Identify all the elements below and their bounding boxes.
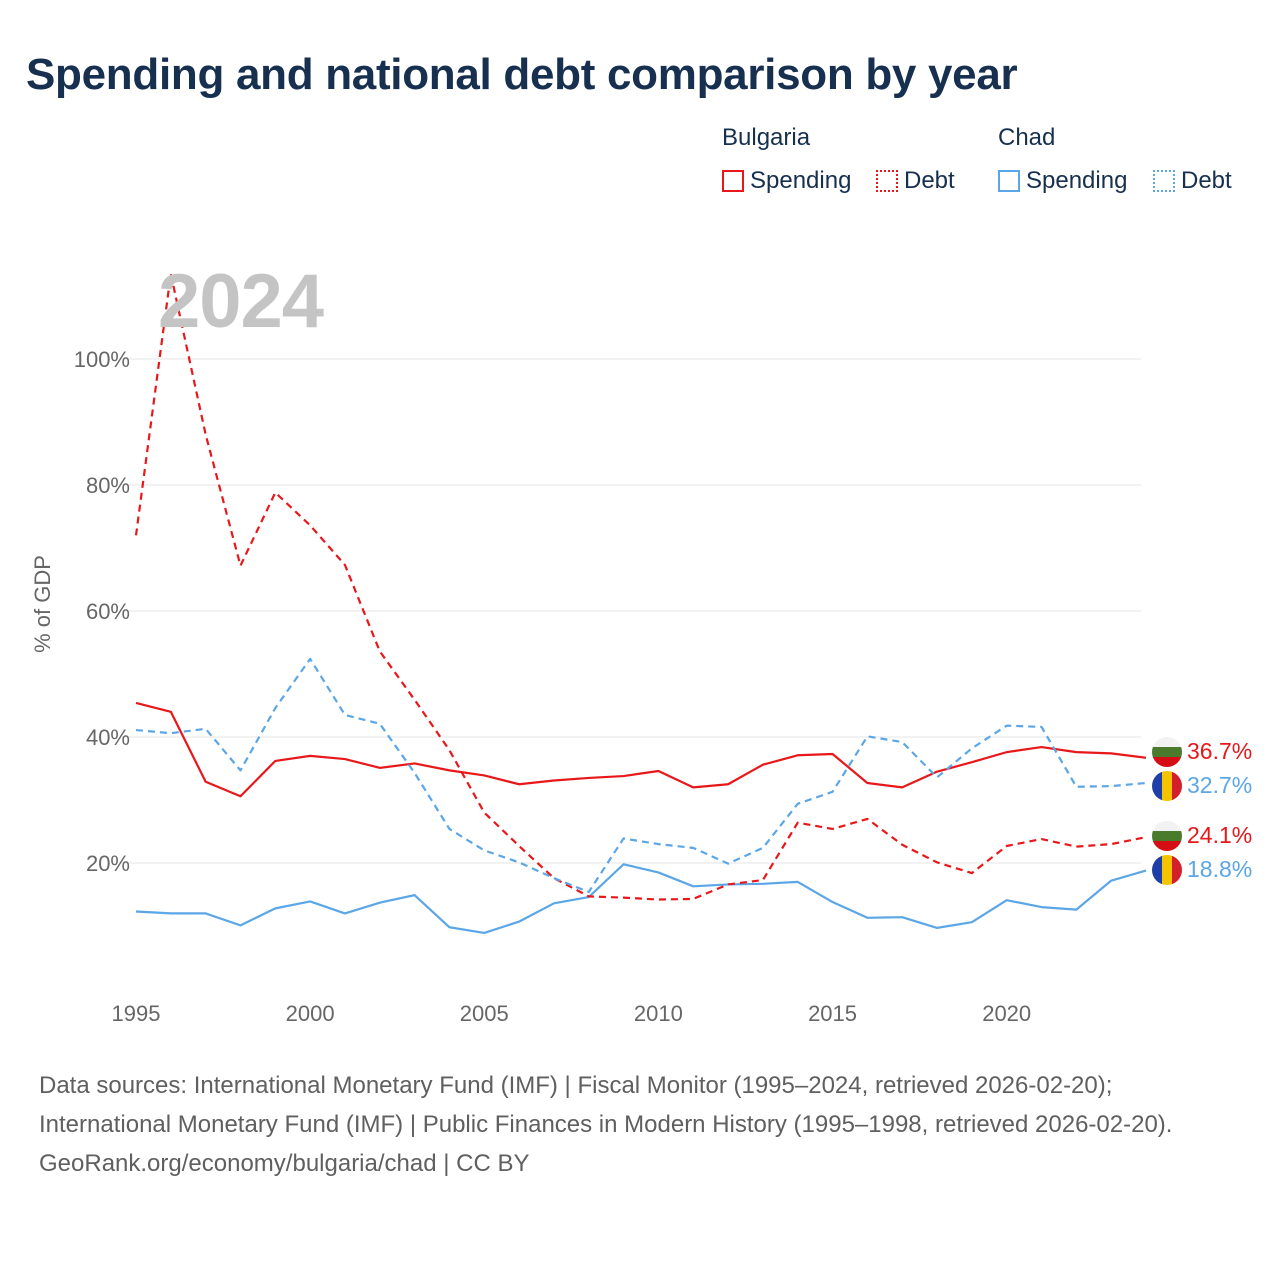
x-tick-label: 2005 [460,1001,509,1026]
legend-label: Spending [1026,167,1128,194]
year-watermark: 2024 [158,259,324,344]
y-tick-label: 40% [86,725,130,750]
legend-chad-spending[interactable]: Spending [998,166,1127,196]
x-tick-label: 2020 [982,1001,1031,1026]
bulgaria-debt-line[interactable] [134,272,1147,901]
x-tick-label: 2015 [808,1001,857,1026]
bulgaria-flag-icon [1152,737,1182,767]
legend-swatch-solid-icon [998,170,1020,192]
legend-group-chad: Chad [998,124,1056,151]
legend-swatch-dotted-icon [876,170,898,192]
legend-swatch-dotted-icon [1153,170,1175,192]
bulgaria-debt-end-label: 24.1% [1187,822,1252,848]
y-tick-label: 60% [86,599,130,624]
legend-bulgaria-spending[interactable]: Spending [722,166,851,196]
chad-debt-end-label: 32.7% [1187,772,1252,798]
data-sources-text: Data sources: International Monetary Fun… [39,1072,1173,1138]
legend-group-bulgaria: Bulgaria [722,124,811,151]
x-tick-label: 2000 [286,1001,335,1026]
x-tick-label: 1995 [112,1001,161,1026]
legend-bulgaria-debt[interactable]: Debt [876,166,955,196]
chart-title: Spending and national debt comparison by… [26,50,1018,99]
y-axis-label: % of GDP [30,555,55,653]
chad-debt-line[interactable] [135,657,1147,894]
legend-label: Debt [1181,167,1232,194]
legend-label: Debt [904,167,955,194]
chad-spending-line[interactable] [135,863,1147,935]
bulgaria-spending-line[interactable] [135,701,1147,798]
chad-spending-end-label: 18.8% [1187,856,1252,882]
y-tick-label: 80% [86,473,130,498]
legend-swatch-solid-icon [722,170,744,192]
legend-chad-debt[interactable]: Debt [1153,166,1232,196]
bulgaria-spending-end-label: 36.7% [1187,738,1252,764]
x-tick-label: 2010 [634,1001,683,1026]
footer: Data sources: International Monetary Fun… [39,1066,1239,1183]
line-chart: 36.7% 18.8% 24.1% 32.7% 20% 40% 60% 80% 100% 199… [30,272,1252,1026]
bulgaria-flag-icon [1152,821,1182,851]
legend-label: Spending [750,167,852,194]
y-tick-label: 20% [86,851,130,876]
credit-text: GeoRank.org/economy/bulgaria/chad | CC B… [39,1150,530,1177]
chad-flag-icon [1152,771,1182,801]
chad-flag-icon [1152,855,1182,885]
y-tick-label: 100% [74,347,130,372]
